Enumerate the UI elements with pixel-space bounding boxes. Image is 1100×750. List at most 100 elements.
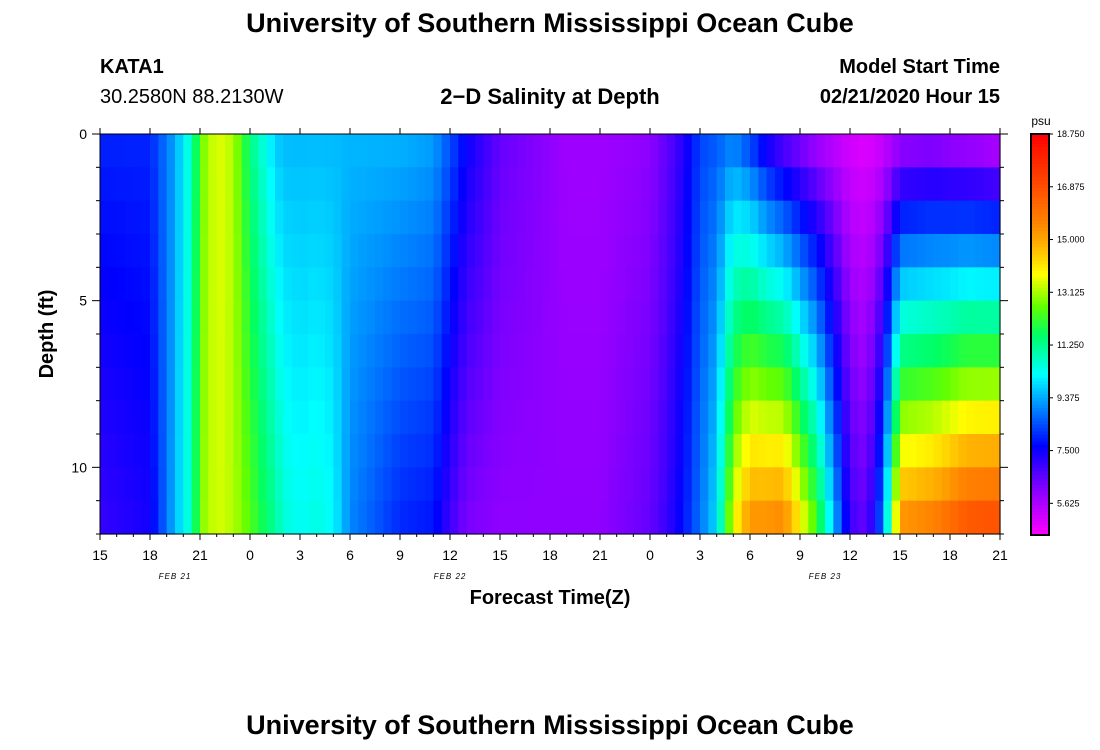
heatmap-cell bbox=[550, 434, 559, 468]
heatmap-cell bbox=[425, 334, 434, 368]
heatmap-cell bbox=[300, 167, 309, 202]
heatmap-cell bbox=[883, 267, 893, 302]
heatmap-cell bbox=[308, 167, 318, 202]
colorbar-segment bbox=[1031, 384, 1049, 389]
heatmap-cell bbox=[708, 134, 718, 168]
heatmap-cell bbox=[733, 200, 743, 235]
heatmap-cell bbox=[208, 300, 218, 335]
heatmap-cell bbox=[141, 434, 151, 468]
heatmap-cell bbox=[341, 167, 351, 202]
heatmap-cell bbox=[616, 300, 626, 335]
colorbar-segment bbox=[1031, 521, 1049, 526]
heatmap-cell bbox=[916, 300, 926, 335]
heatmap-cell bbox=[925, 434, 934, 468]
heatmap-cell bbox=[608, 234, 618, 268]
colorbar-segment bbox=[1031, 184, 1049, 189]
colorbar-segment bbox=[1031, 317, 1049, 322]
heatmap-cell bbox=[233, 234, 243, 268]
heatmap-cell bbox=[700, 500, 709, 535]
heatmap-cell bbox=[691, 167, 701, 202]
heatmap-cell bbox=[483, 334, 493, 368]
heatmap-cell bbox=[558, 134, 568, 168]
heatmap-cell bbox=[458, 134, 468, 168]
heatmap-cell bbox=[141, 167, 151, 202]
heatmap-cell bbox=[591, 400, 601, 435]
heatmap-cell bbox=[366, 300, 376, 335]
heatmap-cell bbox=[466, 134, 476, 168]
heatmap-cell bbox=[183, 267, 193, 302]
heatmap-cell bbox=[225, 434, 234, 468]
heatmap-cell bbox=[150, 367, 159, 402]
colorbar-segment bbox=[1031, 297, 1049, 302]
heatmap-cell bbox=[825, 200, 834, 235]
heatmap-cell bbox=[883, 300, 893, 335]
heatmap-cell bbox=[658, 234, 668, 268]
heatmap-cell bbox=[908, 134, 918, 168]
heatmap-cell bbox=[691, 267, 701, 302]
heatmap-cell bbox=[641, 167, 651, 202]
heatmap-cell bbox=[583, 234, 593, 268]
heatmap-cell bbox=[866, 134, 876, 168]
heatmap-cell bbox=[975, 467, 984, 502]
heatmap-cell bbox=[633, 500, 643, 535]
heatmap-cell bbox=[200, 334, 209, 368]
heatmap-cell bbox=[658, 367, 668, 402]
heatmap-cell bbox=[841, 334, 851, 368]
heatmap-cell bbox=[225, 167, 234, 202]
heatmap-cell bbox=[125, 500, 134, 535]
heatmap-cell bbox=[458, 334, 468, 368]
heatmap-cell bbox=[750, 367, 759, 402]
heatmap-cell bbox=[125, 267, 134, 302]
heatmap-cell bbox=[466, 200, 476, 235]
heatmap-cell bbox=[541, 434, 551, 468]
heatmap-cell bbox=[308, 300, 318, 335]
heatmap-cell bbox=[775, 300, 784, 335]
heatmap-cell bbox=[341, 500, 351, 535]
heatmap-cell bbox=[691, 300, 701, 335]
heatmap-cell bbox=[141, 400, 151, 435]
heatmap-cell bbox=[333, 167, 343, 202]
heatmap-cell bbox=[183, 367, 193, 402]
heatmap-cell bbox=[441, 500, 451, 535]
heatmap-cell bbox=[325, 467, 334, 502]
heatmap-cell bbox=[225, 200, 234, 235]
heatmap-cell bbox=[475, 334, 484, 368]
station-coords: 30.2580N 88.2130W bbox=[100, 86, 284, 108]
heatmap-cell bbox=[758, 300, 768, 335]
heatmap-cell bbox=[116, 400, 126, 435]
heatmap-cell bbox=[658, 300, 668, 335]
heatmap-cell bbox=[600, 500, 609, 535]
heatmap-cell bbox=[675, 200, 684, 235]
heatmap-cell bbox=[983, 300, 993, 335]
colorbar-segment bbox=[1031, 504, 1049, 509]
heatmap-cell bbox=[158, 434, 168, 468]
heatmap-cell bbox=[950, 267, 959, 302]
colorbar-segment bbox=[1031, 150, 1049, 155]
colorbar-segment bbox=[1031, 237, 1049, 242]
heatmap-cell bbox=[133, 134, 143, 168]
heatmap-cell bbox=[266, 434, 276, 468]
heatmap-cell bbox=[225, 234, 234, 268]
colorbar-segment bbox=[1031, 304, 1049, 309]
heatmap-cell bbox=[191, 334, 201, 368]
heatmap-cell bbox=[258, 267, 268, 302]
colorbar-segment bbox=[1031, 187, 1049, 192]
heatmap-cell bbox=[116, 134, 126, 168]
colorbar-segment bbox=[1031, 511, 1049, 516]
heatmap-cell bbox=[416, 400, 426, 435]
heatmap-cell bbox=[725, 134, 734, 168]
heatmap-cell bbox=[841, 167, 851, 202]
heatmap-cell bbox=[483, 167, 493, 202]
heatmap-cell bbox=[991, 400, 1001, 435]
colorbar-segment bbox=[1031, 164, 1049, 169]
heatmap-cell bbox=[458, 367, 468, 402]
heatmap-cell bbox=[716, 267, 726, 302]
heatmap-cell bbox=[850, 400, 859, 435]
heatmap-cell bbox=[208, 267, 218, 302]
heatmap-cell bbox=[758, 334, 768, 368]
heatmap-cell bbox=[733, 300, 743, 335]
heatmap-cell bbox=[400, 267, 409, 302]
heatmap-cell bbox=[166, 467, 176, 502]
heatmap-cell bbox=[883, 200, 893, 235]
heatmap-cell bbox=[350, 134, 359, 168]
